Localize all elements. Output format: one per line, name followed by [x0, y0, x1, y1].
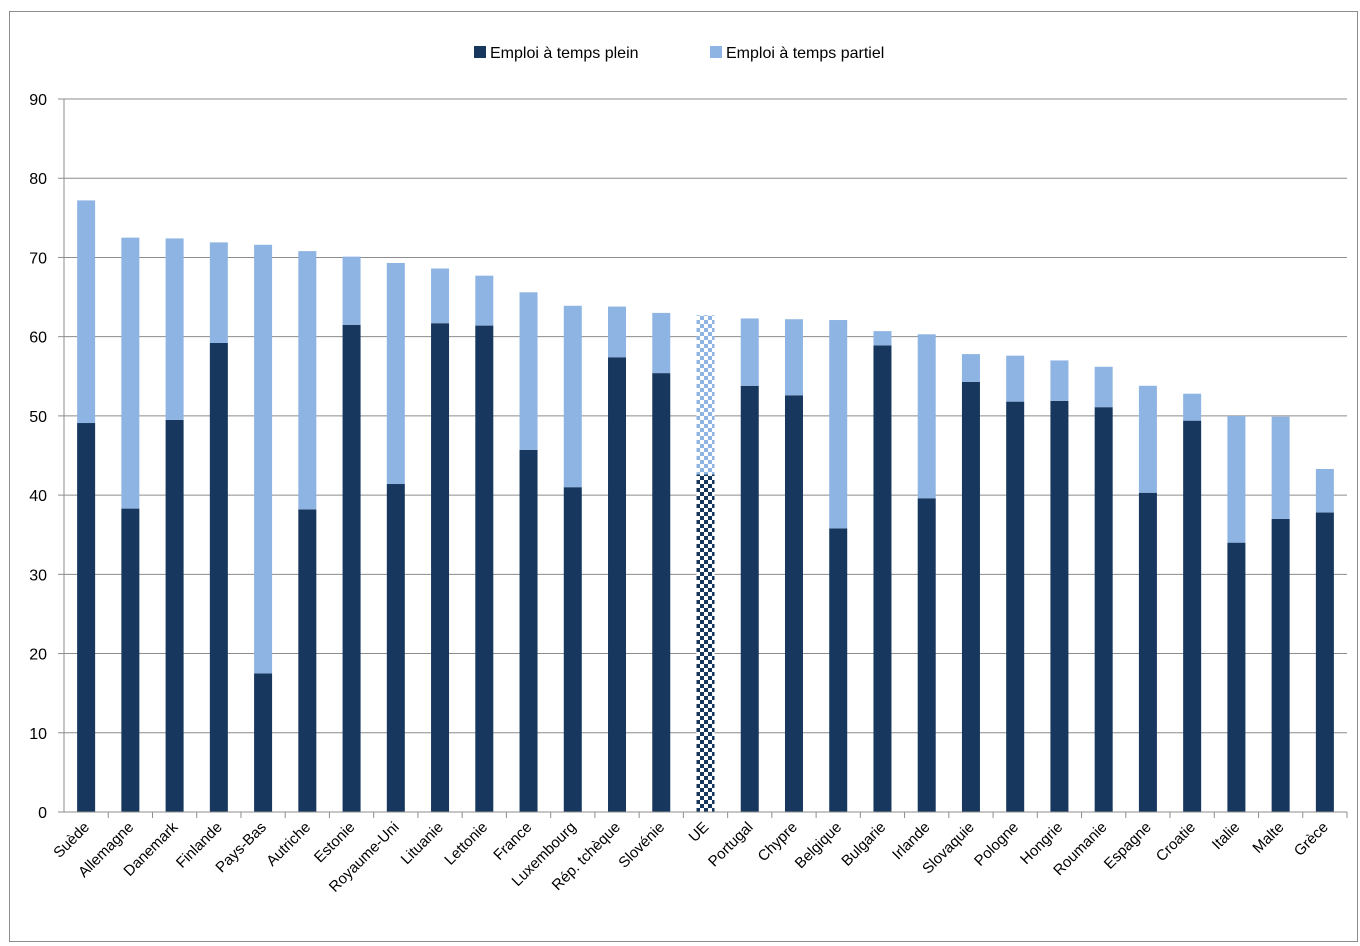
x-tick-label: Lettonie — [441, 819, 491, 869]
bar-full-time — [917, 498, 936, 812]
bar-part-time — [165, 238, 184, 420]
bar-part-time — [475, 275, 494, 326]
bars — [77, 200, 1334, 812]
bar-full-time — [873, 345, 892, 812]
bar-full-time — [608, 357, 627, 812]
legend-swatch-part-time — [710, 46, 722, 58]
x-tick-label: Suède — [50, 819, 93, 862]
y-tick-label: 70 — [29, 250, 47, 267]
y-tick-label: 30 — [29, 567, 47, 584]
bar-full-time — [1271, 518, 1290, 812]
bar-full-time — [784, 395, 803, 812]
x-tick-label: Belgique — [792, 819, 845, 872]
x-tick-label: Slovénie — [615, 819, 668, 872]
bar-full-time — [1138, 492, 1157, 812]
bar-full-time — [563, 487, 582, 812]
bar-full-time — [431, 323, 450, 812]
bar-part-time — [829, 320, 848, 529]
y-tick-label: 0 — [38, 805, 47, 822]
y-tick-label: 80 — [29, 171, 47, 188]
bar-part-time — [386, 262, 405, 485]
x-tick-label: Pologne — [971, 819, 1022, 870]
legend: Emploi à temps plein Emploi à temps part… — [474, 45, 884, 62]
bar-full-time — [961, 381, 980, 812]
bar-full-time — [209, 343, 228, 812]
x-tick-label: Bulgarie — [838, 819, 889, 870]
bar-part-time — [1138, 385, 1157, 493]
bar-part-time — [77, 200, 96, 424]
x-tick-label: Autriche — [263, 819, 314, 870]
bar-part-time — [121, 237, 140, 509]
bar-part-time — [1006, 355, 1025, 402]
bar-full-time — [1183, 420, 1202, 812]
chart-frame — [9, 11, 1358, 942]
legend-swatch-full-time — [474, 46, 486, 58]
legend-label-full-time: Emploi à temps plein — [490, 45, 639, 62]
bar-part-time — [652, 312, 671, 374]
bar-part-time — [608, 306, 627, 358]
x-tick-label: Portugal — [705, 819, 757, 871]
bar-part-time — [1271, 416, 1290, 519]
y-tick-label: 90 — [29, 92, 47, 109]
bar-full-time — [1315, 512, 1334, 812]
bar-full-time — [254, 673, 273, 812]
bar-full-time — [165, 419, 184, 812]
bar-full-time — [829, 528, 848, 812]
bar-part-time — [1227, 415, 1246, 543]
bar-full-time — [740, 385, 759, 812]
bar-part-time — [1050, 360, 1069, 401]
bar-part-time — [696, 315, 715, 475]
y-tick-label: 10 — [29, 726, 47, 743]
bar-part-time — [342, 256, 361, 325]
x-tick-label: Malte — [1250, 819, 1288, 857]
legend-label-part-time: Emploi à temps partiel — [726, 45, 884, 62]
bar-part-time — [961, 354, 980, 382]
bar-part-time — [519, 292, 538, 450]
x-tick-label: Croatie — [1153, 819, 1199, 865]
y-axis: 0 10 20 30 40 50 60 70 80 90 — [29, 92, 65, 822]
y-tick-label: 20 — [29, 647, 47, 664]
x-tick-label: Grèce — [1291, 819, 1332, 860]
bar-full-time — [298, 509, 317, 812]
bar-full-time — [1094, 407, 1113, 812]
x-tick-label: Lituanie — [398, 819, 447, 868]
bar-full-time — [121, 508, 140, 812]
bar-full-time — [386, 484, 405, 812]
bar-part-time — [431, 268, 450, 324]
bar-full-time — [696, 474, 715, 812]
bar-part-time — [563, 305, 582, 488]
bar-full-time — [342, 324, 361, 812]
bar-full-time — [475, 325, 494, 812]
bar-part-time — [917, 334, 936, 499]
x-axis: SuèdeAllemagneDanemarkFinlandePays-BasAu… — [50, 811, 1348, 896]
bar-full-time — [652, 373, 671, 812]
x-tick-label: Italie — [1209, 819, 1243, 853]
bar-part-time — [784, 319, 803, 396]
bar-full-time — [1006, 401, 1025, 812]
bar-part-time — [209, 242, 228, 344]
y-tick-label: 60 — [29, 330, 47, 347]
bar-part-time — [1183, 393, 1202, 421]
bar-part-time — [298, 251, 317, 510]
bar-full-time — [519, 449, 538, 812]
bar-full-time — [1227, 542, 1246, 812]
bar-part-time — [254, 244, 273, 674]
bar-part-time — [873, 331, 892, 346]
bar-part-time — [1094, 366, 1113, 408]
x-tick-label: Espagne — [1101, 819, 1155, 873]
x-tick-label: UE — [686, 819, 713, 846]
y-tick-label: 50 — [29, 409, 47, 426]
bar-full-time — [77, 423, 96, 812]
bar-full-time — [1050, 400, 1069, 812]
bar-part-time — [740, 318, 759, 386]
y-tick-label: 40 — [29, 488, 47, 505]
bar-part-time — [1315, 468, 1334, 513]
